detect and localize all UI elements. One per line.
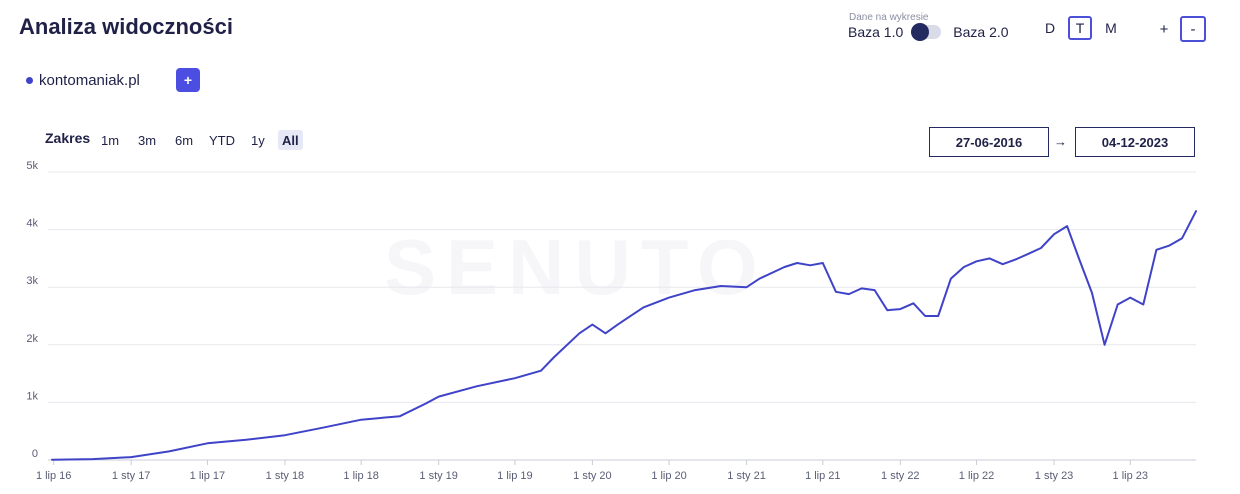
x-tick-label: 1 lip 19 [497,470,532,482]
x-tick-label: 1 lip 16 [36,470,71,482]
x-tick-label: 1 lip 18 [343,470,378,482]
domain-color-dot [26,77,33,84]
start-date-input[interactable]: 27-06-2016 [929,127,1049,157]
x-tick-label: 1 sty 23 [1035,470,1074,482]
x-tick-label: 1 sty 19 [419,470,458,482]
x-tick-label: 1 lip 17 [190,470,225,482]
data-source-switch[interactable] [911,23,942,41]
range-label: Zakres [45,130,91,146]
y-tick-label: 3k [26,275,38,287]
range-3m-button[interactable]: 3m [138,132,157,148]
period-month-button[interactable]: M [1105,20,1117,36]
switch-knob [911,23,930,41]
x-tick-label: 1 lip 22 [959,470,994,482]
x-tick-label: 1 sty 17 [112,470,151,482]
period-week-button[interactable]: T [1068,16,1092,40]
data-source-toggle: Dane na wykresie Baza 1.0 Baza 2.0 [848,12,1009,41]
date-range-arrow: → [1054,134,1067,149]
end-date-input[interactable]: 04-12-2023 [1075,127,1195,157]
series-line [51,210,1197,461]
x-tick-label: 1 sty 22 [881,470,920,482]
x-tick-label: 1 sty 21 [727,470,766,482]
page-title: Analiza widoczności [19,14,233,39]
domain-label: kontomaniak.pl [39,72,140,89]
data-source-left-label[interactable]: Baza 1.0 [848,24,904,40]
range-6m-button[interactable]: 6m [175,132,194,148]
x-tick-label: 1 lip 21 [805,470,840,482]
add-domain-button[interactable]: + [176,68,200,92]
y-tick-label: 5k [26,160,38,172]
y-tick-label: 0 [32,448,38,460]
range-all-button[interactable]: All [278,130,303,150]
domain-legend-item[interactable]: kontomaniak.pl [26,72,140,89]
x-tick-label: 1 lip 23 [1113,470,1148,482]
watermark-logo: SENUTO [384,223,768,311]
range-1y-button[interactable]: 1y [251,132,265,148]
data-source-caption: Dane na wykresie [849,12,929,23]
data-source-row: Baza 1.0 Baza 2.0 [848,23,1009,41]
data-source-right-label[interactable]: Baza 2.0 [953,24,1009,40]
y-tick-label: 1k [26,390,38,402]
period-day-button[interactable]: D [1044,20,1056,36]
zoom-out-button[interactable]: - [1180,16,1206,42]
x-tick-label: 1 sty 18 [266,470,305,482]
y-tick-label: 2k [26,333,38,345]
x-tick-label: 1 sty 20 [573,470,612,482]
zoom-in-button[interactable]: + [1159,20,1169,38]
range-ytd-button[interactable]: YTD [209,132,235,148]
x-tick-label: 1 lip 20 [651,470,686,482]
y-tick-label: 4k [26,218,38,230]
range-1m-button[interactable]: 1m [101,132,120,148]
